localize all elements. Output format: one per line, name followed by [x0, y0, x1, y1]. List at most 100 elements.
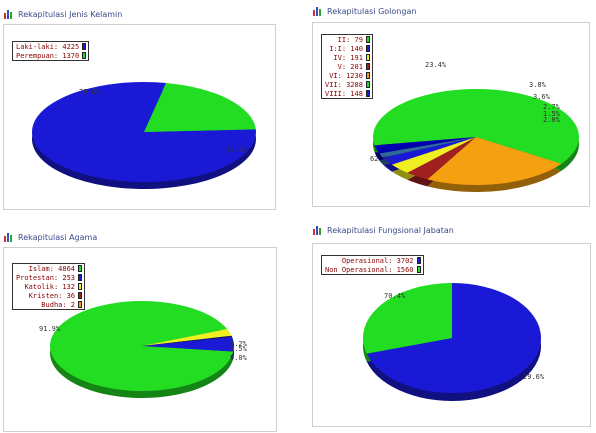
pie-slice: [366, 283, 541, 393]
bar-chart-icon: [4, 233, 12, 242]
legend-entry: V: 201: [322, 62, 372, 71]
pie-slice-label: 70.4%: [384, 292, 406, 300]
chart1-title: Rekapitulasi Jenis Kelamin: [4, 9, 122, 19]
bar-chart-icon: [4, 10, 12, 19]
legend-label: Laki-laki: 4225: [16, 42, 80, 51]
chart4-legend: Operasional: 3702 Non Operasional: 1560: [321, 255, 424, 275]
pie-slice-label: 5.0%: [230, 354, 248, 362]
legend-label: VII: 3288: [325, 80, 363, 89]
legend-swatch: [365, 45, 370, 52]
pie-slice: [373, 89, 579, 164]
chart2-legend: II: 79 I:I: 140 IV: 191 V: 201 VI: 1230 VII: …: [321, 34, 373, 99]
pie-slice: [32, 82, 256, 183]
pie-slice: [144, 82, 256, 132]
pie-slice-label: 79.0%: [79, 88, 101, 96]
chart4-pie: 70.4% 29.6%: [363, 283, 545, 401]
pie-slice-label: 6.2%: [230, 340, 248, 348]
pie-slice: [407, 137, 476, 180]
legend-label: VI: 1230: [329, 71, 363, 80]
pie-slice-label: 2.7%: [543, 103, 561, 111]
pie-slice: [383, 137, 476, 165]
chart4-title-text: Rekapitulasi Fungsional Jabatan: [327, 225, 454, 235]
legend-swatch: [78, 274, 83, 281]
legend-entry: Islam: 4864: [13, 264, 84, 273]
legend-entry: VIII: 148: [322, 89, 372, 98]
chart3-pie: 91.9% 6.2%2.5%5.0%: [39, 300, 248, 398]
pie-slice: [391, 137, 476, 173]
legend-entry: Kristen: 36: [13, 291, 84, 300]
legend-entry: Laki-laki: 4225: [13, 42, 88, 51]
pie-slice-label: 2.8%: [543, 116, 561, 124]
legend-label: IV: 191: [333, 53, 363, 62]
pie-slice-label: 91.9%: [39, 325, 61, 333]
legend-entry: Non Operasional: 1560: [322, 265, 423, 274]
legend-swatch: [365, 81, 370, 88]
chart4-panel: 70.4% 29.6% Operasional: 3702 Non Operasio…: [312, 243, 591, 427]
bar-chart-icon: [313, 7, 321, 16]
chart3-title-text: Rekapitulasi Agama: [18, 232, 98, 242]
chart4-title: Rekapitulasi Fungsional Jabatan: [313, 225, 454, 235]
pie-slice-label: 2.5%: [230, 345, 248, 353]
legend-entry: IV: 191: [322, 53, 372, 62]
pie-slice-label: 3.6%: [533, 93, 551, 101]
chart2-title-text: Rekapitulasi Golongan: [327, 6, 417, 16]
pie-slice: [49, 300, 234, 391]
pie-slice-label: 62.2%: [370, 155, 392, 163]
legend-entry: VII: 3288: [322, 80, 372, 89]
pie-slice-label: 29.6%: [523, 373, 545, 381]
chart1-panel: 79.0% 20.2% Laki-laki: 4225 Perempuan: 137…: [3, 24, 276, 210]
legend-entry: Operasional: 3702: [322, 256, 423, 265]
legend-label: Islam: 4864: [28, 264, 76, 273]
legend-swatch: [78, 283, 83, 290]
legend-entry: I:I: 140: [322, 44, 372, 53]
legend-swatch: [365, 63, 370, 70]
legend-label: Budha: 2: [41, 300, 76, 309]
legend-swatch: [365, 54, 370, 61]
legend-swatch: [416, 257, 421, 264]
chart2-panel: 62.2% 23.4% 3.8% 3.6% 2.7% 1.5% 2.8% II: 79 I:I…: [312, 22, 590, 207]
pie-slice: [142, 337, 235, 352]
pie-slice: [363, 283, 452, 354]
legend-label: Non Operasional: 1560: [325, 265, 414, 274]
pie-slice: [427, 137, 562, 185]
pie-slice: [379, 137, 476, 158]
legend-entry: Budha: 2: [13, 300, 84, 309]
legend-entry: VI: 1230: [322, 71, 372, 80]
legend-swatch: [82, 43, 87, 50]
chart3-panel: 91.9% 6.2% 2.5% 5.0% Islam: 4864 Protestan: …: [3, 247, 277, 432]
legend-swatch: [78, 301, 83, 308]
pie-slice-label: 20.2%: [226, 146, 248, 154]
pie-slice: [142, 329, 232, 346]
chart2-pie: 62.2% 23.4% 3.8% 3.6% 2.7%1.5%2.8%: [370, 61, 579, 192]
legend-label: II: 79: [337, 35, 363, 44]
legend-swatch: [78, 265, 83, 272]
legend-entry: Protestan: 253: [13, 273, 84, 282]
legend-entry: Katolik: 132: [13, 282, 84, 291]
chart3-legend: Islam: 4864 Protestan: 253 Katolik: 132 Kri…: [12, 263, 86, 310]
legend-swatch: [78, 292, 83, 299]
legend-label: I:I: 140: [329, 44, 363, 53]
legend-swatch: [365, 90, 370, 97]
legend-swatch: [365, 72, 370, 79]
legend-label: Operasional: 3702: [341, 256, 414, 265]
legend-label: VIII: 148: [325, 89, 363, 98]
legend-label: Katolik: 132: [24, 282, 76, 291]
legend-swatch: [416, 266, 421, 273]
chart1-pie: 79.0% 20.2%: [32, 82, 257, 189]
chart3-title: Rekapitulasi Agama: [4, 232, 97, 242]
chart1-legend: Laki-laki: 4225 Perempuan: 1370: [12, 41, 90, 61]
legend-label: V: 201: [337, 62, 363, 71]
legend-swatch: [82, 52, 87, 59]
pie-slice: [142, 335, 233, 346]
pie-slice: [374, 137, 476, 154]
legend-entry: II: 79: [322, 35, 372, 44]
legend-label: Perempuan: 1370: [16, 51, 80, 60]
bar-chart-icon: [313, 226, 321, 235]
legend-label: Protestan: 253: [16, 273, 76, 282]
legend-entry: Perempuan: 1370: [13, 51, 88, 60]
pie-slice-label: 1.5%: [543, 110, 561, 118]
pie-slice-label: 23.4%: [425, 61, 447, 69]
chart1-title-text: Rekapitulasi Jenis Kelamin: [18, 9, 123, 19]
pie-slice-label: 3.8%: [529, 81, 547, 89]
chart2-title: Rekapitulasi Golongan: [313, 6, 416, 16]
